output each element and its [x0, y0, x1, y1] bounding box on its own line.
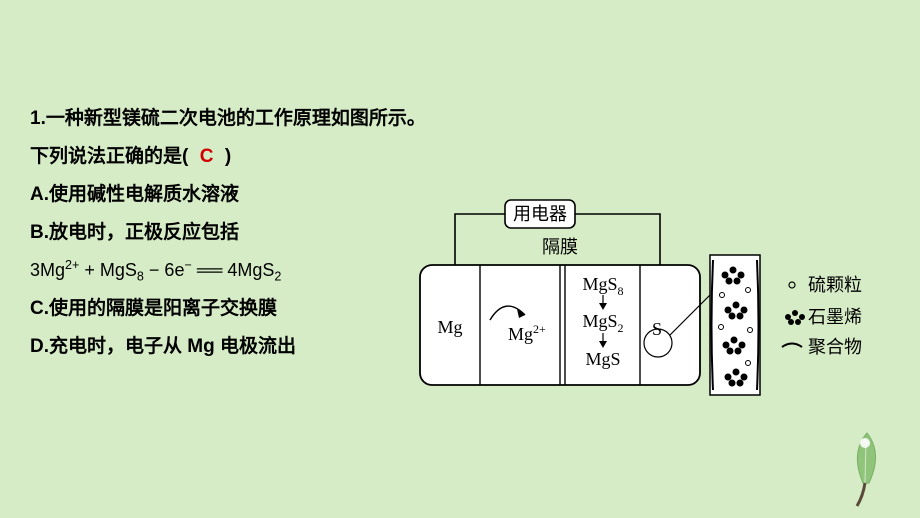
legend: 硫颗粒 石墨烯 聚合物	[782, 275, 862, 357]
legend-graphene-icon	[785, 310, 805, 325]
ion-sup: 2+	[533, 322, 546, 336]
stem-suffix: )	[225, 146, 231, 167]
option-b-formula: 3Mg2+ + MgS8 − 6e− ══ 4MgS2	[30, 252, 430, 290]
species-3: MgS	[585, 349, 620, 369]
legend-sulfur-icon	[789, 282, 795, 288]
option-c: C.使用的隔膜是阳离子交换膜	[30, 290, 430, 328]
load-label: 用电器	[513, 204, 567, 224]
question-stem-line2: 下列说法正确的是( C )	[30, 138, 430, 176]
wire-right	[575, 214, 660, 265]
question-stem-line1: 1.一种新型镁硫二次电池的工作原理如图所示。	[30, 100, 430, 138]
question-number: 1.	[30, 108, 46, 129]
membrane-label: 隔膜	[542, 237, 578, 257]
question-block: 1.一种新型镁硫二次电池的工作原理如图所示。 下列说法正确的是( C ) A.使…	[30, 100, 430, 366]
leaf-decoration-icon	[835, 428, 895, 508]
option-a: A.使用碱性电解质水溶液	[30, 176, 430, 214]
stem-text-1: 一种新型镁硫二次电池的工作原理如图所示。	[46, 108, 426, 129]
stem-prefix: 下列说法正确的是(	[30, 146, 188, 167]
diagram-svg: 用电器 隔膜 Mg Mg2+ MgS8 MgS2	[410, 195, 890, 415]
wire-left	[455, 214, 505, 265]
composite-electrode	[710, 255, 760, 395]
option-b-prefix: B.放电时，正极反应包括	[30, 214, 430, 252]
legend-sulfur-label: 硫颗粒	[808, 275, 862, 295]
battery-diagram: 用电器 隔膜 Mg Mg2+ MgS8 MgS2	[410, 195, 890, 415]
slide-page: 1.一种新型镁硫二次电池的工作原理如图所示。 下列说法正确的是( C ) A.使…	[0, 0, 920, 518]
left-electrode-label: Mg	[437, 317, 462, 337]
legend-polymer-label: 聚合物	[808, 337, 862, 357]
legend-graphene-label: 石墨烯	[808, 307, 862, 327]
legend-polymer-icon	[782, 344, 802, 348]
answer-letter: C	[194, 138, 220, 176]
option-d: D.充电时，电子从 Mg 电极流出	[30, 328, 430, 366]
